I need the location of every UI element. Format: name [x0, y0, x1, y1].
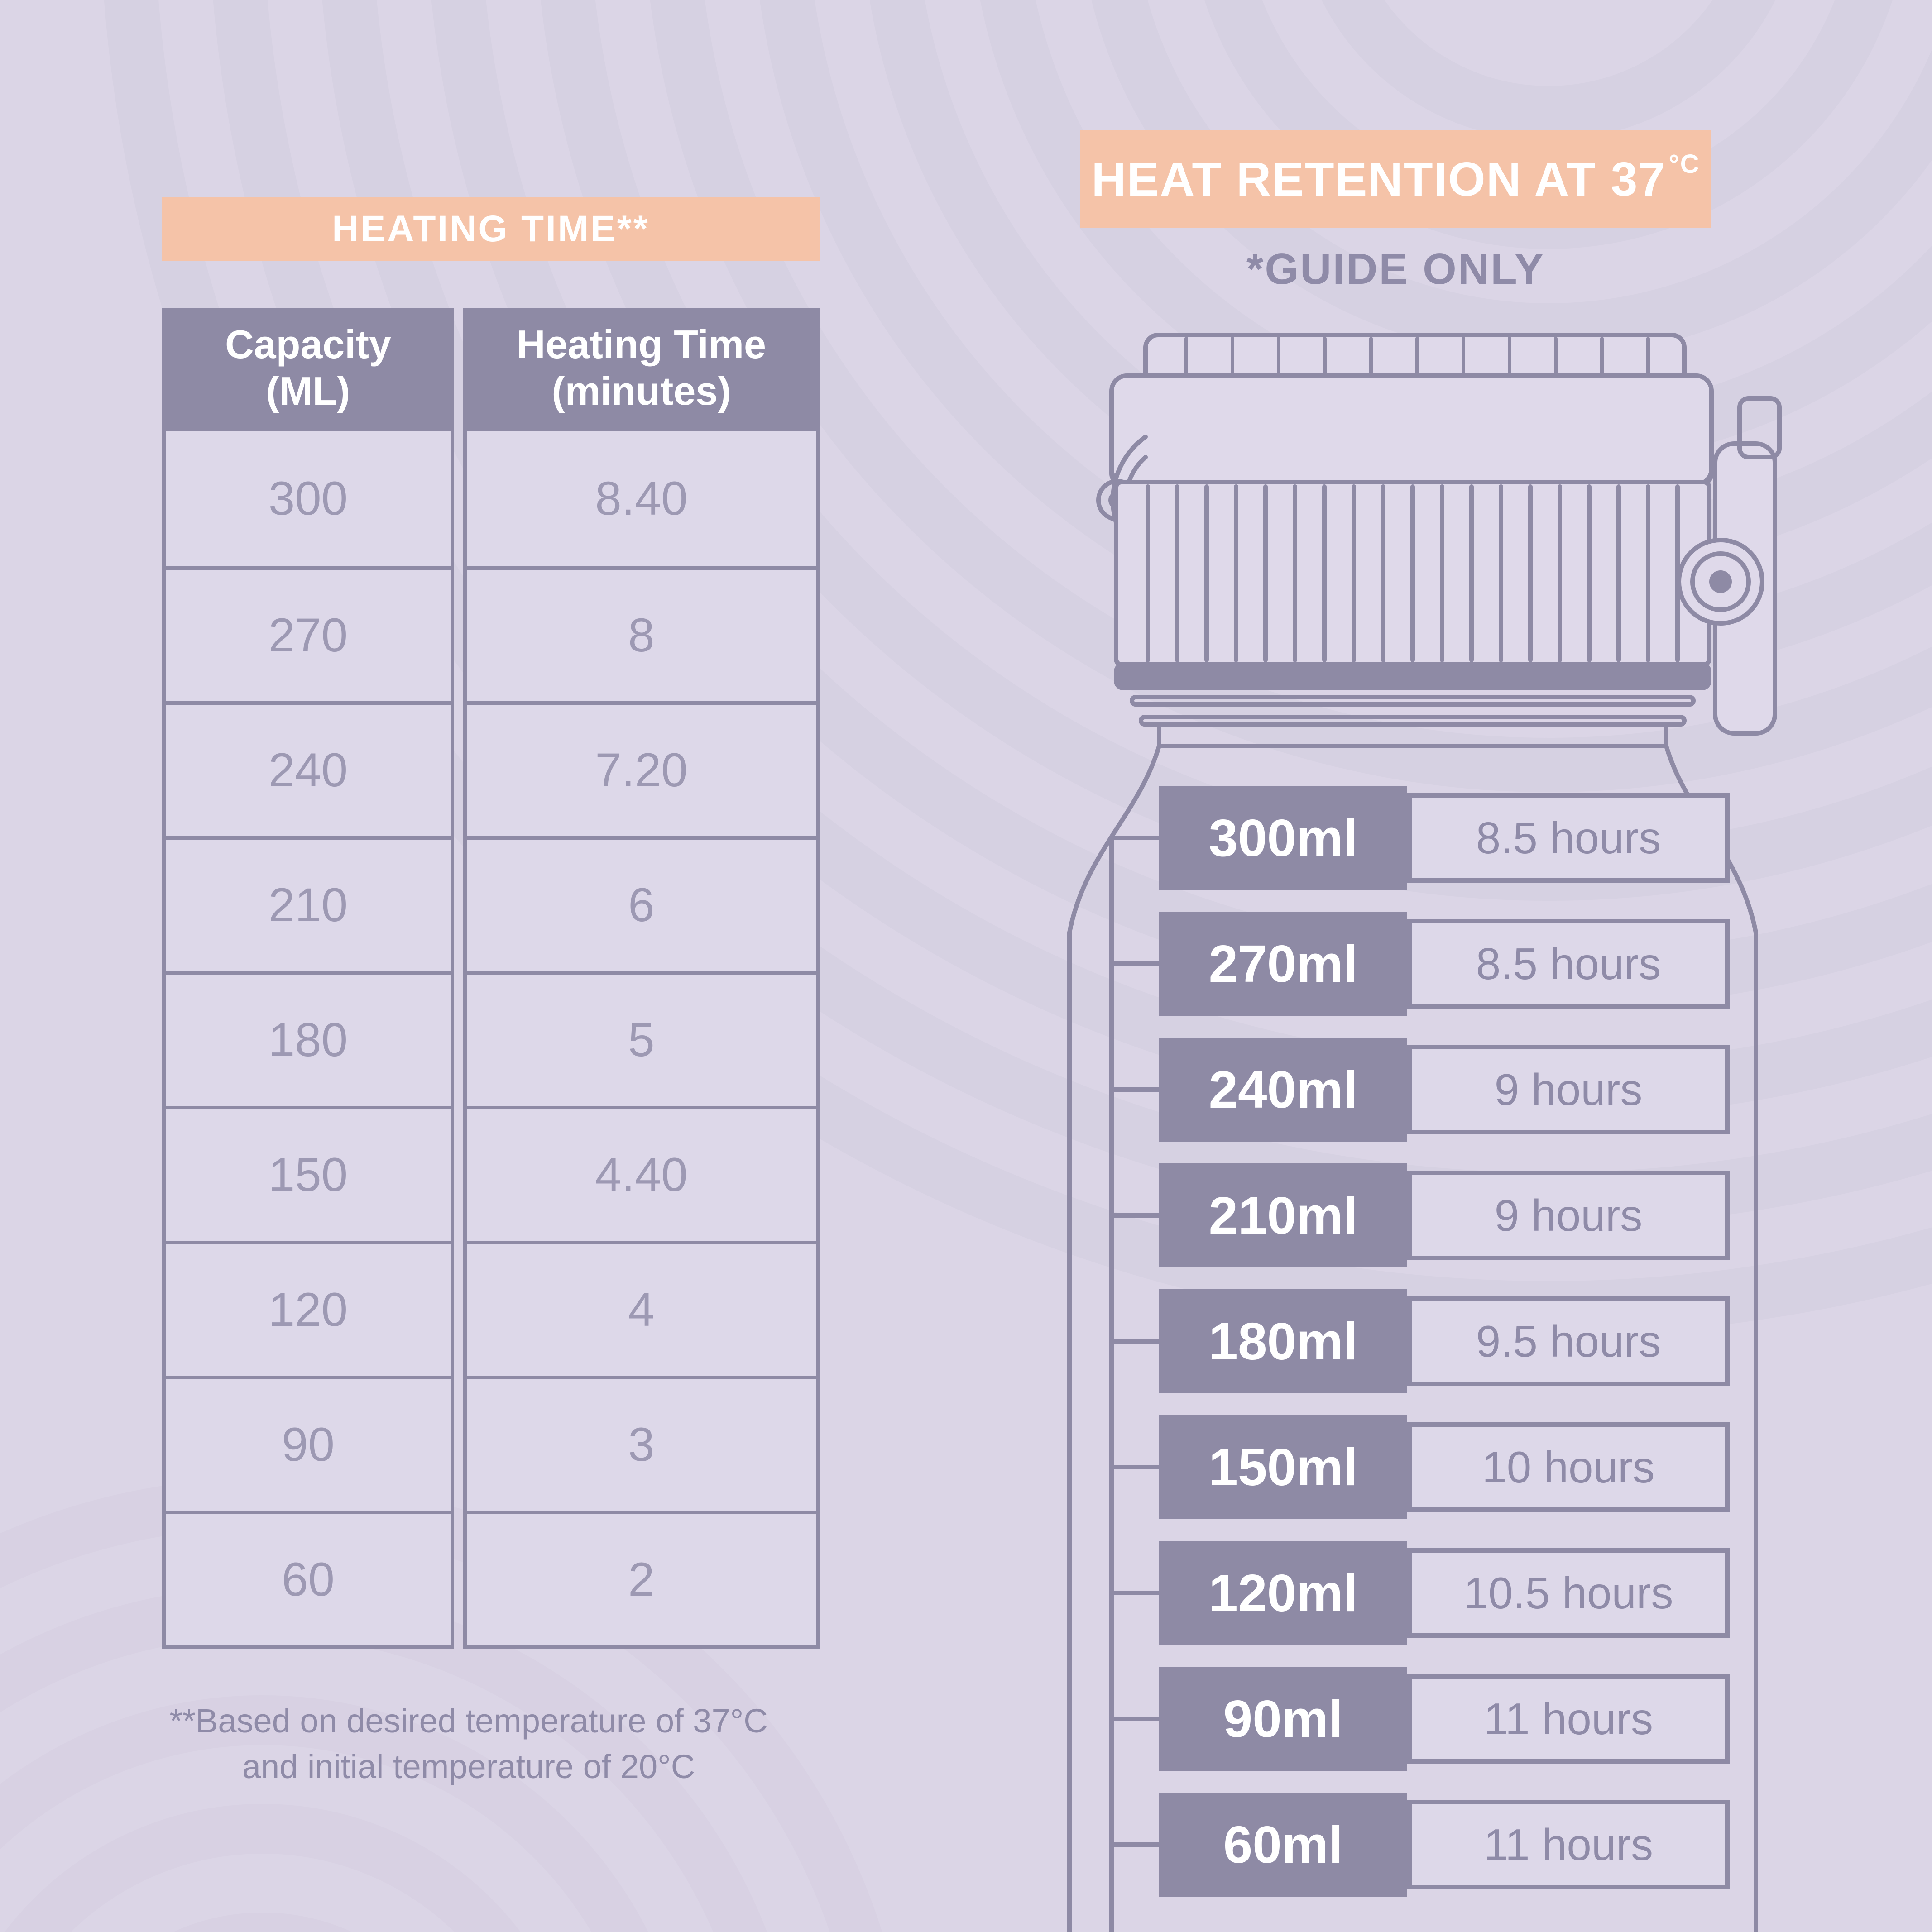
retention-row: 150ml 10 hours	[1159, 1415, 1730, 1519]
hours-value: 11 hours	[1407, 1674, 1730, 1764]
hours-value: 9 hours	[1407, 1171, 1730, 1260]
capacity-cell: 240	[166, 701, 451, 836]
capacity-cell: 60	[166, 1511, 451, 1645]
retention-row: 270ml 8.5 hours	[1159, 912, 1730, 1016]
capacity-cell: 300	[166, 431, 451, 566]
hours-value: 9 hours	[1407, 1045, 1730, 1134]
hours-value: 11 hours	[1407, 1800, 1730, 1889]
bottle-neck	[1157, 722, 1668, 748]
capacity-header-line2: (ML)	[266, 368, 350, 413]
time-cell: 8	[467, 566, 816, 701]
heating-time-footnote: **Based on desired temperature of 37°C a…	[95, 1698, 842, 1789]
time-cell: 7.20	[467, 701, 816, 836]
capacity-cell: 90	[166, 1376, 451, 1511]
volume-label: 180ml	[1159, 1289, 1407, 1393]
time-cell: 8.40	[467, 431, 816, 566]
retention-row: 120ml 10.5 hours	[1159, 1541, 1730, 1645]
volume-label: 270ml	[1159, 912, 1407, 1016]
time-cell: 3	[467, 1376, 816, 1511]
capacity-cell: 210	[166, 836, 451, 971]
volume-label: 90ml	[1159, 1667, 1407, 1771]
volume-label: 240ml	[1159, 1038, 1407, 1142]
hours-value: 8.5 hours	[1407, 793, 1730, 883]
heating-time-banner: HEATING TIME**	[162, 197, 820, 261]
hours-value: 10 hours	[1407, 1422, 1730, 1512]
time-cell: 4	[467, 1241, 816, 1376]
capacity-cell: 120	[166, 1241, 451, 1376]
degrees-c-superscript: °C	[1668, 149, 1700, 179]
heat-retention-banner: HEAT RETENTION AT 37 °C	[1080, 130, 1711, 228]
capacity-cell: 180	[166, 971, 451, 1106]
footnote-line2: and initial temperature of 20°C	[242, 1747, 695, 1785]
cap-ribs	[1146, 484, 1680, 662]
capacity-column-header: Capacity (ML)	[162, 308, 454, 428]
time-cell: 2	[467, 1511, 816, 1645]
retention-row: 300ml 8.5 hours	[1159, 786, 1730, 890]
footnote-line1: **Based on desired temperature of 37°C	[169, 1702, 768, 1740]
retention-row: 210ml 9 hours	[1159, 1163, 1730, 1267]
capacity-cell: 270	[166, 566, 451, 701]
heating-time-header-line1: Heating Time	[517, 322, 766, 367]
volume-label: 300ml	[1159, 786, 1407, 890]
hours-value: 8.5 hours	[1407, 919, 1730, 1009]
heat-retention-banner-label: HEAT RETENTION AT 37	[1091, 152, 1666, 206]
heating-time-header-line2: (minutes)	[551, 368, 731, 413]
scale-line	[1109, 836, 1162, 1932]
heating-time-banner-label: HEATING TIME**	[332, 208, 650, 249]
retention-row: 60ml 11 hours	[1159, 1793, 1730, 1897]
heating-time-column: 8.40 8 7.20 6 5 4.40 4 3 2	[463, 428, 820, 1649]
time-cell: 5	[467, 971, 816, 1106]
time-cell: 6	[467, 836, 816, 971]
cap-crown-ridges	[1184, 337, 1650, 375]
retention-row: 90ml 11 hours	[1159, 1667, 1730, 1771]
volume-label: 60ml	[1159, 1793, 1407, 1897]
hours-value: 9.5 hours	[1407, 1296, 1730, 1386]
capacity-column: 300 270 240 210 180 150 120 90 60	[162, 428, 454, 1649]
guide-only-note: *GUIDE ONLY	[1246, 245, 1545, 293]
retention-row: 240ml 9 hours	[1159, 1038, 1730, 1142]
retention-row: 180ml 9.5 hours	[1159, 1289, 1730, 1393]
heating-time-column-header: Heating Time (minutes)	[463, 308, 820, 428]
retention-rows: 300ml 8.5 hours 270ml 8.5 hours 240ml 9 …	[1159, 786, 1730, 1918]
volume-label: 150ml	[1159, 1415, 1407, 1519]
volume-label: 210ml	[1159, 1163, 1407, 1267]
cap-base-ring	[1114, 662, 1711, 690]
hours-value: 10.5 hours	[1407, 1548, 1730, 1638]
capacity-header-line1: Capacity	[225, 322, 391, 367]
capacity-cell: 150	[166, 1106, 451, 1241]
volume-label: 120ml	[1159, 1541, 1407, 1645]
time-cell: 4.40	[467, 1106, 816, 1241]
